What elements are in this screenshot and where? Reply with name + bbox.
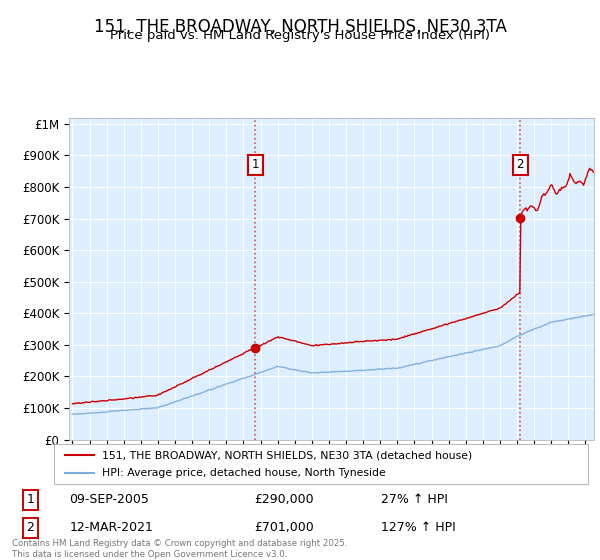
Text: 151, THE BROADWAY, NORTH SHIELDS, NE30 3TA: 151, THE BROADWAY, NORTH SHIELDS, NE30 3… [94,18,506,36]
Text: 127% ↑ HPI: 127% ↑ HPI [380,521,455,534]
Text: 151, THE BROADWAY, NORTH SHIELDS, NE30 3TA (detached house): 151, THE BROADWAY, NORTH SHIELDS, NE30 3… [102,450,472,460]
Text: 1: 1 [251,158,259,171]
Text: 2: 2 [517,158,524,171]
Text: 2: 2 [26,521,34,534]
Text: 1: 1 [26,493,34,506]
Text: 09-SEP-2005: 09-SEP-2005 [70,493,149,506]
Text: Price paid vs. HM Land Registry's House Price Index (HPI): Price paid vs. HM Land Registry's House … [110,29,490,42]
Text: 27% ↑ HPI: 27% ↑ HPI [380,493,448,506]
Text: 12-MAR-2021: 12-MAR-2021 [70,521,154,534]
Text: £290,000: £290,000 [254,493,314,506]
Text: £701,000: £701,000 [254,521,314,534]
Text: HPI: Average price, detached house, North Tyneside: HPI: Average price, detached house, Nort… [102,468,386,478]
FancyBboxPatch shape [54,444,588,484]
Text: Contains HM Land Registry data © Crown copyright and database right 2025.
This d: Contains HM Land Registry data © Crown c… [12,539,347,559]
